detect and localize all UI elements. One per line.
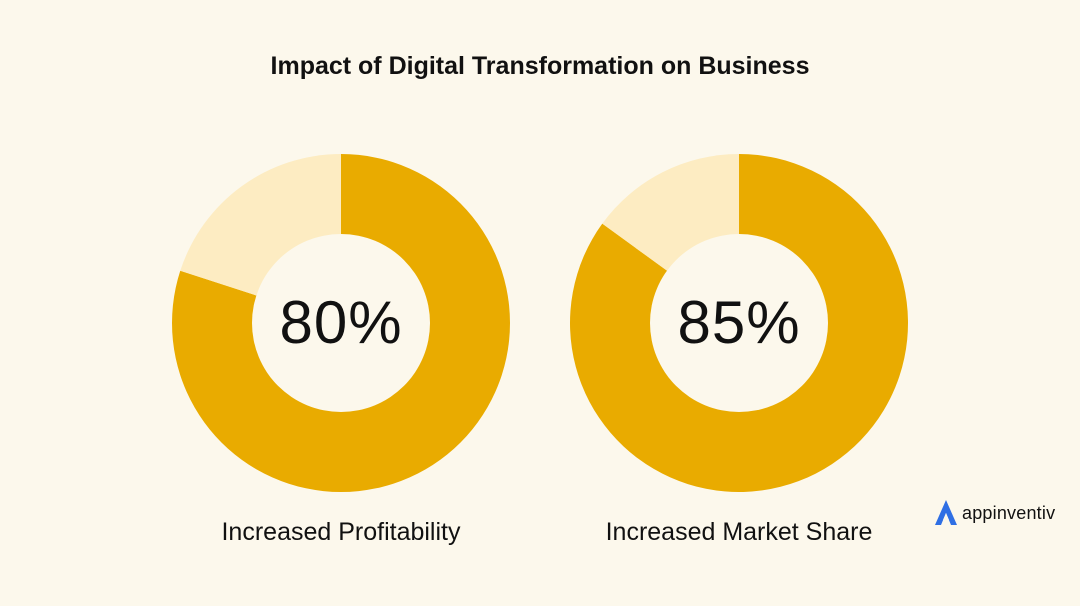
chart-title: Impact of Digital Transformation on Busi… (270, 52, 810, 80)
logo-text: appinventiv (962, 502, 1056, 523)
donut-svg-profitability (172, 154, 510, 492)
center-value-profitability: 80% (279, 289, 403, 356)
brand-logo: appinventiv (932, 496, 1055, 530)
donut-slice-value (570, 154, 908, 492)
caption-profitability: Increased Profitability (221, 518, 461, 546)
caption-market-share: Increased Market Share (605, 518, 873, 546)
donut-hole (252, 234, 430, 412)
appinventiv-logo-icon (935, 500, 957, 525)
donut-chart-market-share: 85% (570, 154, 908, 492)
donut-svg-market-share (570, 154, 908, 492)
center-value-market-share: 85% (677, 289, 801, 356)
donut-hole (650, 234, 828, 412)
donut-chart-profitability: 80% (172, 154, 510, 492)
